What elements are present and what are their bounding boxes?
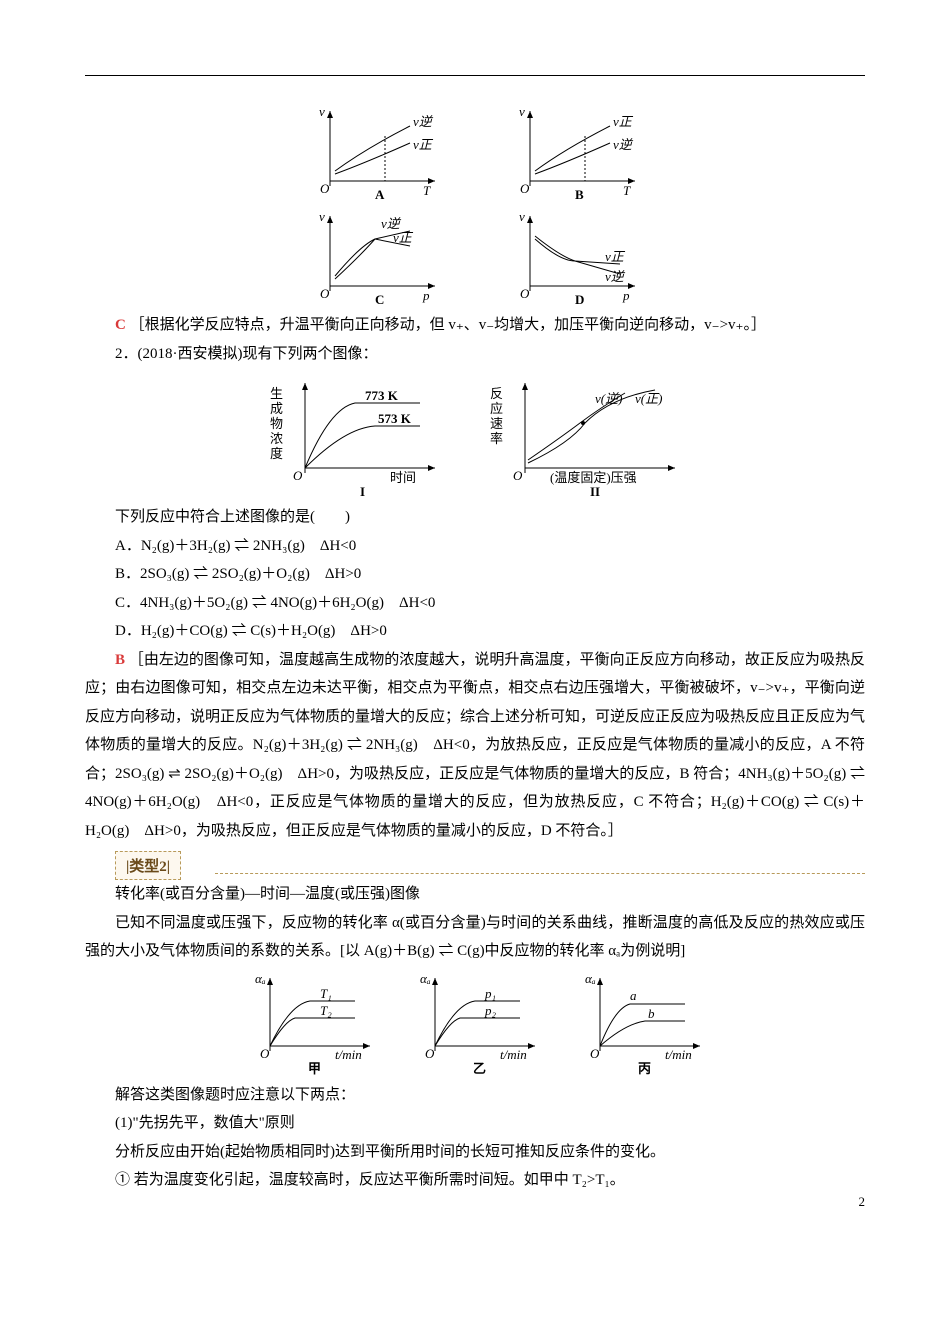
option-c: C．4NH₃(g)＋5O₂(g) ⇌ 4NO(g)＋6H₂O(g) ΔH<0 xyxy=(85,589,865,618)
para5: (1)"先拐先平，数值大"原则 xyxy=(85,1109,865,1138)
axis-label: p xyxy=(422,288,430,303)
chart-bing: αₐ a b O t/min 丙 xyxy=(570,966,710,1076)
chart-title: 丙 xyxy=(638,1061,651,1076)
para7: ① 若为温度变化引起，温度较高时，反应达平衡所需时间短。如甲中 T₂>T₁。 xyxy=(85,1166,865,1195)
origin-label: O xyxy=(293,468,303,483)
charts-grid-abcd: v v逆 v正 O T A v v正 v逆 O T B xyxy=(85,101,865,306)
curve-label: p₁ xyxy=(484,986,496,1001)
origin-label: O xyxy=(513,468,523,483)
origin-label: O xyxy=(260,1046,270,1061)
curve-label: T₁ xyxy=(320,986,332,1001)
top-rule xyxy=(85,75,865,76)
axis-label: 率 xyxy=(490,431,503,446)
curve-label: v逆 xyxy=(605,269,626,284)
answer-2-text: ［由左边的图像可知，温度越高生成物的浓度越大，说明升高温度，平衡向正反应方向移动… xyxy=(85,652,865,839)
chart-yi: αₐ p₁ p₂ O t/min 乙 xyxy=(405,966,545,1076)
curve-label: T₂ xyxy=(320,1003,332,1018)
option-a: A．N₂(g)＋3H₂(g) ⇌ 2NH₃(g) ΔH<0 xyxy=(85,532,865,561)
chart-ii: v(逆) v(正) 反 应 速 率 O (温度固定)压强 II xyxy=(480,368,690,498)
chart-d: v v正 v逆 O p D xyxy=(505,206,645,306)
chart-title: D xyxy=(575,292,584,306)
axis-label: 应 xyxy=(490,401,503,416)
answer-1-text: ［根据化学反应特点，升温平衡向正向移动，但 v₊、v₋均增大，加压平衡向逆向移动… xyxy=(126,317,766,333)
chart-title: I xyxy=(360,484,365,498)
curve-label: v正 xyxy=(393,230,414,245)
axis-label: v xyxy=(519,104,525,119)
curve-label: v(逆) xyxy=(595,391,622,406)
chart-title: 乙 xyxy=(473,1061,486,1076)
answer-1-letter: C xyxy=(115,317,126,333)
category-wrap: |类型2| xyxy=(85,845,865,874)
axis-label: 度 xyxy=(270,446,283,461)
charts-i-ii: 773 K 573 K 生 成 物 浓 度 O 时间 I v(逆) v xyxy=(85,368,865,498)
origin-label: O xyxy=(520,181,530,196)
charts-jia-yi-bing: αₐ T₁ T₂ O t/min 甲 αₐ p₁ p₂ O t/min 乙 xyxy=(85,966,865,1076)
chart-jia: αₐ T₁ T₂ O t/min 甲 xyxy=(240,966,380,1076)
chart-title: 甲 xyxy=(308,1061,321,1076)
chart-i: 773 K 573 K 生 成 物 浓 度 O 时间 I xyxy=(260,368,450,498)
dashed-line xyxy=(215,872,865,874)
curve-label: v逆 xyxy=(613,137,634,152)
axis-label: (温度固定)压强 xyxy=(550,470,637,485)
option-b: B．2SO₃(g) ⇌ 2SO₂(g)＋O₂(g) ΔH>0 xyxy=(85,560,865,589)
curve-label: 773 K xyxy=(365,388,399,403)
axis-label: αₐ xyxy=(255,971,266,986)
answer-2: B ［由左边的图像可知，温度越高生成物的浓度越大，说明升高温度，平衡向正反应方向… xyxy=(85,646,865,846)
chart-c: v v逆 v正 O p C xyxy=(305,206,445,306)
curve-label: v逆 xyxy=(413,114,434,129)
curve-label: v(正) xyxy=(635,391,662,406)
axis-label: 成 xyxy=(270,401,283,416)
origin-label: O xyxy=(520,286,530,301)
chart-b: v v正 v逆 O T B xyxy=(505,101,645,201)
axis-label: 浓 xyxy=(270,431,283,446)
axis-label: t/min xyxy=(500,1047,527,1062)
chart-title: B xyxy=(575,187,584,201)
axis-label: αₐ xyxy=(585,971,596,986)
curve-label: a xyxy=(630,988,637,1003)
origin-label: O xyxy=(425,1046,435,1061)
axis-label: v xyxy=(319,104,325,119)
category-subtitle: 转化率(或百分含量)—时间—温度(或压强)图像 xyxy=(85,880,865,909)
curve-label: 573 K xyxy=(378,411,412,426)
para6: 分析反应由开始(起始物质相同时)达到平衡所用时间的长短可推知反应条件的变化。 xyxy=(85,1138,865,1167)
q2-prefix: 2．(2018·西安模拟)现有下列两个图像： xyxy=(85,340,865,369)
origin-label: O xyxy=(320,181,330,196)
axis-label: 物 xyxy=(270,416,283,431)
axis-label: αₐ xyxy=(420,971,431,986)
chart-title: C xyxy=(375,292,384,306)
page: v v逆 v正 O T A v v正 v逆 O T B xyxy=(0,0,950,1235)
curve-label: v逆 xyxy=(381,216,402,231)
q2-question: 下列反应中符合上述图像的是( ) xyxy=(85,503,865,532)
axis-label: 时间 xyxy=(390,470,416,485)
axis-label: v xyxy=(519,209,525,224)
para3: 已知不同温度或压强下，反应物的转化率 α(或百分含量)与时间的关系曲线，推断温度… xyxy=(85,909,865,966)
curve-label: p₂ xyxy=(484,1003,497,1018)
curve-label: v正 xyxy=(413,137,434,152)
axis-label: 速 xyxy=(490,416,503,431)
answer-1: C ［根据化学反应特点，升温平衡向正向移动，但 v₊、v₋均增大，加压平衡向逆向… xyxy=(85,311,865,340)
axis-label: T xyxy=(623,183,631,198)
chart-a: v v逆 v正 O T A xyxy=(305,101,445,201)
axis-label: t/min xyxy=(335,1047,362,1062)
axis-label: t/min xyxy=(665,1047,692,1062)
axis-label: T xyxy=(423,183,431,198)
page-number: 2 xyxy=(859,1194,866,1210)
curve-label: b xyxy=(648,1006,655,1021)
axis-label: 生 xyxy=(270,386,283,401)
option-d: D．H₂(g)＋CO(g) ⇌ C(s)＋H₂O(g) ΔH>0 xyxy=(85,617,865,646)
category-title: |类型2| xyxy=(115,851,181,880)
chart-title: A xyxy=(375,187,385,201)
answer-2-letter: B xyxy=(115,652,125,668)
para4: 解答这类图像题时应注意以下两点： xyxy=(85,1081,865,1110)
axis-label: p xyxy=(622,288,630,303)
origin-label: O xyxy=(320,286,330,301)
curve-label: v正 xyxy=(613,114,634,129)
curve-label: v正 xyxy=(605,249,626,264)
axis-label: v xyxy=(319,209,325,224)
chart-title: II xyxy=(590,484,600,498)
axis-label: 反 xyxy=(490,386,503,401)
origin-label: O xyxy=(590,1046,600,1061)
